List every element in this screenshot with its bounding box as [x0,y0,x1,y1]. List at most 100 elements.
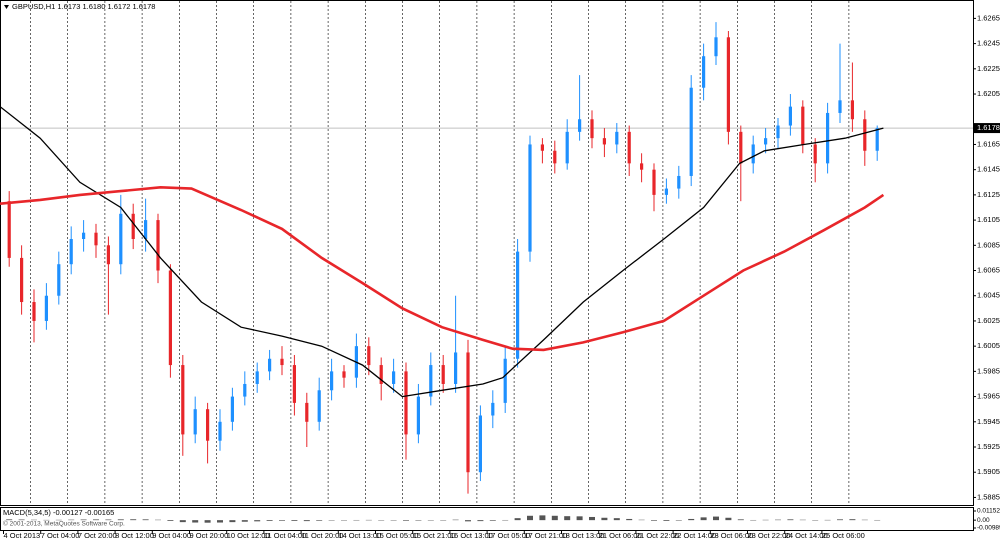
macd-bar [713,516,719,521]
candle-body [863,119,867,151]
x-tick-label: 23 Oct 22:00 [748,531,791,540]
candle-body [106,245,110,265]
macd-bar [18,519,25,521]
candle-body [218,421,222,441]
candle-body [292,365,296,403]
x-tick-label: 15 Oct 21:00 [413,531,456,540]
candle-body [826,112,830,164]
candle-body [528,144,532,252]
macd-bar [527,515,533,521]
moving-average [0,185,885,352]
macd-bar [688,518,695,521]
candle-body [478,415,482,473]
x-tick-label: 21 Oct 06:00 [599,531,642,540]
macd-bar [613,518,620,521]
candle-body [268,358,272,372]
candle-body [119,213,123,265]
candle-body [677,175,681,189]
macd-bar [465,520,471,522]
candle-body [416,396,420,435]
macd-bar [204,520,211,523]
macd-bar [93,519,99,521]
candle-body [615,131,619,145]
candle-body [838,100,842,113]
candle-body [627,131,631,164]
candle-body [764,138,768,145]
candle-body [44,295,48,321]
candle-body [69,239,73,265]
macd-bar [787,519,794,521]
candle-body [565,131,569,164]
candle-body [503,358,507,403]
y-tick-label: 0.01152 [977,508,1000,515]
y-tick-label: -0.00989 [977,525,1000,532]
macd-bar [6,519,13,521]
macd-bar [626,518,633,521]
macd-bar [663,520,670,521]
y-tick-label: 1.6045 [977,291,1000,300]
macd-bar [303,520,310,522]
candle-body [156,220,160,271]
y-tick-label: 1.6105 [977,215,1000,224]
macd-bar [489,520,496,521]
macd-bar [601,517,608,521]
candle-body [516,251,520,359]
macd-title: MACD(5,34,5) -0.00127 -0.00165 [3,508,114,517]
copyright: © 2001-2013, MetaQuotes Software Corp. [3,520,125,528]
x-tick-label: 9 Oct 04:00 [152,531,191,540]
candle-body [193,409,197,435]
candle-body [367,346,371,366]
macd-bar [651,520,657,521]
x-tick-label: 8 Oct 12:00 [115,531,154,540]
candle-body [392,371,396,384]
macd-bar [167,520,174,521]
y-tick-label: 1.6025 [977,316,1000,325]
x-tick-label: 14 Oct 13:00 [338,531,381,540]
candle-body [875,128,879,151]
y-tick-label: 1.5945 [977,417,1000,426]
x-tick-label: 11 Oct 20:00 [301,531,343,540]
candle-body [280,358,284,366]
macd-bar [130,519,137,521]
macd-bar [837,519,843,521]
candle-body [491,402,495,416]
x-tick-label: 9 Oct 20:00 [190,531,229,540]
candle-body [776,125,780,139]
x-tick-label: 17 Oct 21:00 [524,531,567,540]
candle-body [379,365,383,384]
candle-body [82,232,86,240]
x-tick-label: 21 Oct 22:00 [636,531,679,540]
last-price-box [974,123,1000,134]
candle-body [553,150,557,164]
macd-bar [576,516,583,521]
candle-body [342,371,346,378]
menu-arrow[interactable] [4,5,9,9]
candle-body [726,37,730,132]
x-tick-label: 10 Oct 12:00 [227,531,270,540]
macd-bar [229,520,236,523]
macd-bar [179,520,186,523]
y-tick-label: 1.6145 [977,165,1000,174]
candle-body [255,371,259,384]
candle-body [404,371,408,435]
x-tick-label: 4 Oct 2013 [4,531,41,540]
candle-body [230,396,234,422]
candle-body [689,87,693,176]
candle-body [168,270,172,366]
x-tick-label: 7 Oct 20:00 [78,531,117,540]
y-tick-label: 1.6205 [977,89,1000,98]
y-tick-label: 1.5925 [977,442,1000,451]
candle-body [317,390,321,422]
x-tick-label: 24 Oct 14:00 [785,531,828,540]
candle-body [664,188,668,195]
macd-bar [564,516,571,521]
macd-bar [403,520,409,521]
y-tick-label: 1.6265 [977,13,1000,22]
macd-bar [117,519,124,521]
y-tick-label: 1.5965 [977,392,1000,401]
candle-body [454,352,458,384]
candle-body [640,163,644,170]
candle-body [751,144,755,164]
